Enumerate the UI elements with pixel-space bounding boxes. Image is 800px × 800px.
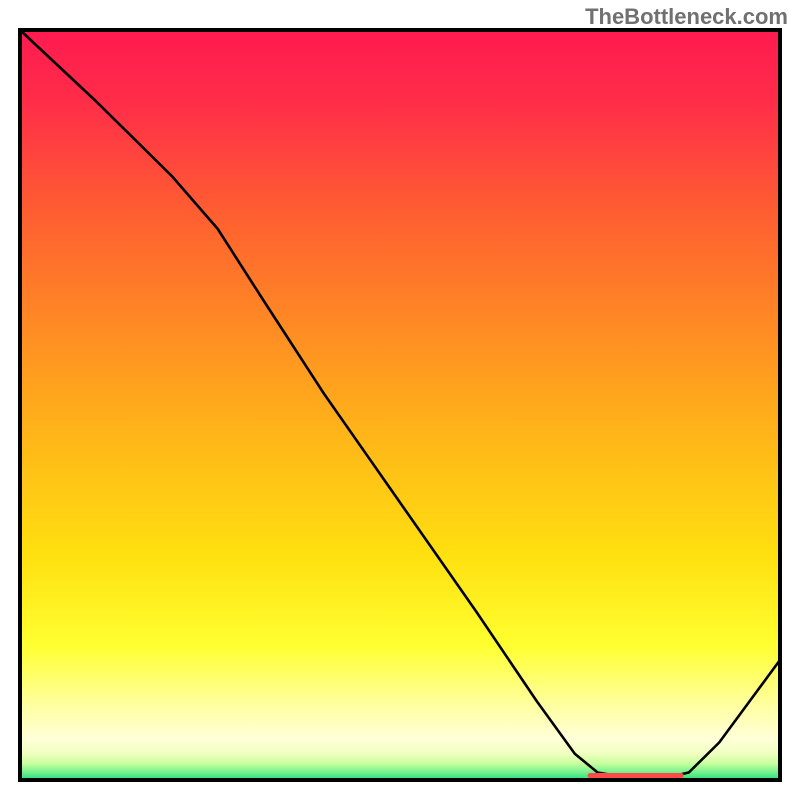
chart-background [20, 30, 780, 780]
gradient-chart [0, 0, 800, 800]
watermark-text: TheBottleneck.com [585, 4, 788, 30]
chart-container: TheBottleneck.com [0, 0, 800, 800]
